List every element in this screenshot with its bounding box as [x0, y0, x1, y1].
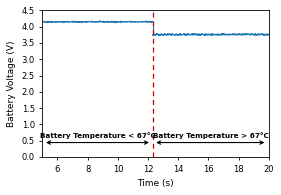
Text: Battery Temperature > 67°C: Battery Temperature > 67°C: [153, 132, 269, 139]
Text: Battery Temperature < 67°C: Battery Temperature < 67°C: [40, 132, 155, 139]
X-axis label: Time (s): Time (s): [137, 179, 174, 188]
Y-axis label: Battery Voltage (V): Battery Voltage (V): [7, 40, 16, 127]
